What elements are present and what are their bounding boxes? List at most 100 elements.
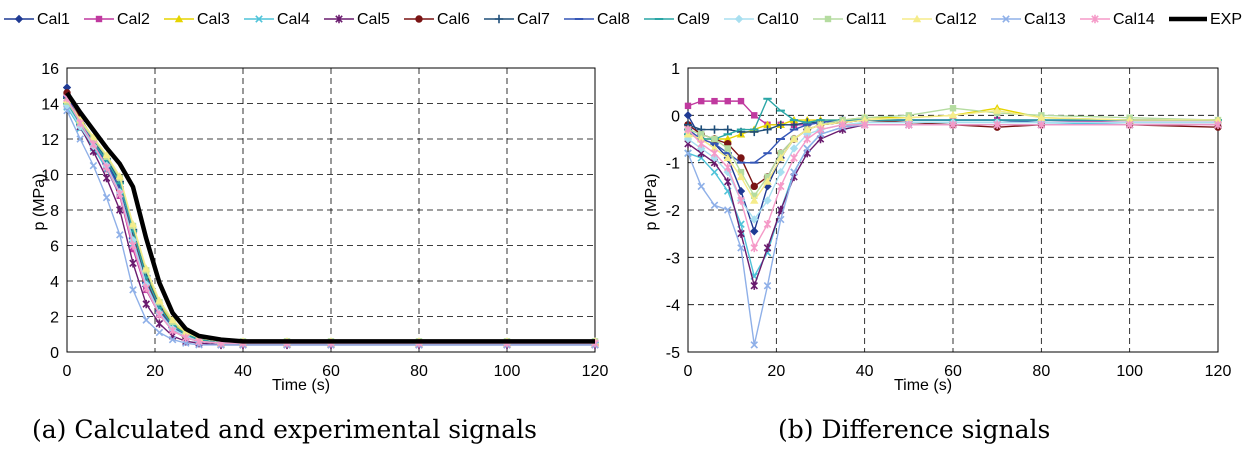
data-point (777, 150, 784, 157)
data-point (182, 333, 190, 342)
data-point (992, 106, 1002, 114)
x-axis-title: Time (s) (894, 377, 952, 394)
data-point (949, 120, 957, 129)
data-point (750, 243, 759, 253)
data-point (1214, 120, 1222, 129)
data-point (1213, 115, 1222, 124)
data-point (116, 189, 124, 199)
data-point (790, 153, 798, 163)
data-point (750, 182, 758, 191)
legend-label: Cal7 (517, 11, 550, 28)
data-point (710, 149, 719, 158)
data-point (789, 134, 799, 143)
data-point (948, 111, 958, 119)
data-point (168, 335, 177, 344)
x-tick-label: 20 (146, 363, 164, 380)
legend-item-cal2: Cal2 (84, 11, 150, 28)
data-point (993, 120, 1001, 129)
series-group (63, 83, 599, 350)
legend-marker (912, 14, 922, 23)
data-point (763, 196, 772, 205)
caption-a: (a) Calculated and experimental signals (32, 415, 537, 444)
data-point (789, 144, 799, 153)
data-point (155, 328, 164, 337)
y-axis-title: p (MPa) (643, 174, 660, 231)
y-tick-label: 10 (41, 168, 59, 185)
data-point (89, 161, 98, 170)
data-point (803, 125, 812, 133)
legend-item-cal10: Cal10 (724, 11, 799, 28)
data-point (102, 163, 111, 172)
legend-marker (14, 14, 24, 24)
data-point (750, 281, 759, 290)
data-point (697, 144, 706, 153)
y-tick-label: 12 (41, 132, 59, 149)
data-point (129, 241, 137, 250)
data-point (155, 296, 164, 304)
legend-item-cal12: Cal12 (902, 11, 977, 28)
legend-item-cal6: Cal6 (404, 11, 470, 28)
y-tick-label: -1 (666, 156, 680, 173)
x-tick-label: 120 (1205, 363, 1232, 380)
y-tick-label: 14 (41, 97, 59, 114)
data-point (763, 177, 772, 185)
data-point (684, 149, 692, 157)
data-point (723, 206, 732, 214)
data-point (750, 215, 759, 224)
data-point (89, 133, 98, 141)
data-point (776, 182, 785, 191)
data-point (711, 135, 718, 143)
y-tick-label: -2 (666, 203, 680, 220)
legend-label: Cal9 (677, 11, 710, 28)
data-point (790, 168, 798, 176)
data-point (751, 192, 758, 199)
data-point (764, 173, 771, 181)
x-tick-label: 100 (1116, 363, 1143, 380)
legend-label: EXP (1210, 11, 1242, 28)
legend-item-cal4: Cal4 (244, 11, 310, 28)
x-tick-label: 80 (1032, 363, 1050, 380)
data-point (710, 125, 719, 134)
x-tick-label: 100 (494, 363, 521, 380)
data-point (803, 134, 812, 144)
data-point (142, 299, 150, 309)
x-tick-label: 0 (63, 363, 72, 380)
y-axis-title: p (MPa) (31, 174, 48, 231)
data-point (723, 125, 732, 134)
data-point (763, 243, 772, 253)
legend-marker (1002, 15, 1010, 23)
data-point (1125, 120, 1134, 129)
legend-marker (415, 15, 423, 23)
data-point (816, 120, 825, 128)
data-point (838, 120, 847, 129)
data-point (710, 153, 719, 163)
data-point (776, 153, 785, 162)
x-tick-label: 80 (410, 363, 428, 380)
data-point (723, 134, 732, 143)
chart-difference-signals: 0 20 40 60 80 100 120 -5 -4 -3 -2 -1 0 1 Time (s) p (MP… (643, 61, 1232, 394)
x-tick-label: 40 (234, 363, 252, 380)
data-point (1037, 120, 1046, 129)
data-point (737, 97, 745, 105)
legend-marker (824, 15, 832, 23)
data-point (1037, 113, 1046, 121)
caption-b: (b) Difference signals (778, 415, 1051, 444)
data-point (763, 281, 772, 290)
legend-item-cal9: Cal9 (644, 11, 710, 28)
x-axis-title: Time (s) (272, 377, 330, 394)
data-point (723, 153, 732, 162)
series-cal12 (684, 106, 1222, 204)
data-point (750, 196, 759, 204)
data-point (115, 172, 124, 180)
x-tick-label: 120 (582, 363, 609, 380)
legend-marker (174, 14, 184, 23)
legend-marker (1091, 14, 1099, 24)
data-point (195, 337, 203, 346)
data-point (789, 120, 799, 129)
data-point (860, 120, 869, 129)
x-tick-label: 0 (684, 363, 693, 380)
data-point (102, 173, 111, 183)
data-point (697, 139, 706, 148)
data-point (763, 120, 772, 128)
data-point (803, 130, 812, 139)
